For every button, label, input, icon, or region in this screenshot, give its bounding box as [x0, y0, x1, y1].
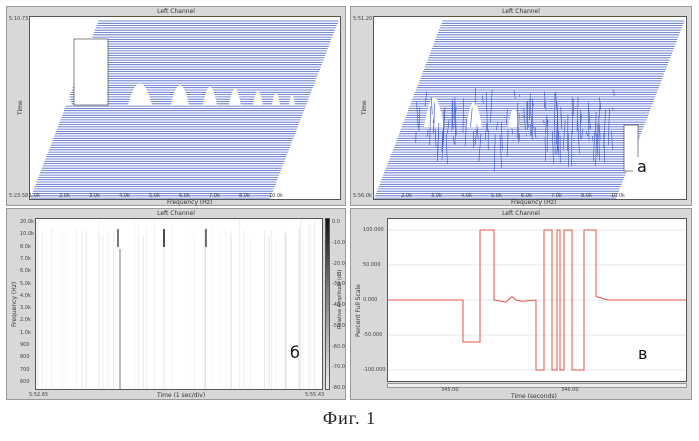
figure-caption: Фиг. 1 [0, 408, 699, 429]
y-tick-label: 800 [20, 354, 30, 360]
x-tick-label: 8.0k [581, 193, 592, 199]
colorbar-tick-label: -70.0 [332, 364, 345, 370]
waterfall-graphic [30, 17, 340, 199]
y-tick-label: 3.0k [20, 305, 31, 311]
x-tick-label: 2.0k [401, 193, 412, 199]
x-axis-label: Frequency (Hz) [167, 199, 212, 206]
colorbar [325, 218, 330, 390]
x-end-tick: 5:55.43 [305, 392, 324, 398]
y-axis-label: Time [361, 100, 368, 115]
x-tick-label: 346.00 [561, 387, 579, 393]
y-top-tick: 5:10.73 [9, 16, 28, 22]
scrollbar[interactable] [387, 383, 687, 388]
x-tick-label: 8.0k [239, 193, 250, 199]
panel-title: Left Channel [351, 210, 691, 217]
y-tick-label: 7.0k [20, 256, 31, 262]
panel-letter-v: в [635, 344, 650, 363]
y-bottom-tick: 5:23.58 [9, 193, 28, 199]
spectrogram-plot [35, 218, 323, 390]
y-axis-label: Percent Full Scale [355, 284, 362, 337]
y-tick-label: 6.0k [20, 268, 31, 274]
x-tick-label: 2.0k [59, 193, 70, 199]
panel-letter-b: б [290, 343, 300, 362]
y-tick-label: 100.000 [363, 227, 384, 233]
panel-letter-a: а [633, 157, 651, 176]
x-tick-label: 3.0k [431, 193, 442, 199]
y-tick-label: 8.0k [20, 244, 31, 250]
x-tick-label: 4.0k [119, 193, 130, 199]
x-axis-label: Frequency (Hz) [511, 199, 556, 206]
y-tick-label: 2.0k [20, 317, 31, 323]
y-top-tick: 5:51.20 [353, 16, 372, 22]
y-tick-label: -50.000 [363, 332, 382, 338]
x-tick-label: 3.0k [89, 193, 100, 199]
colorbar-tick-label: -10.0 [332, 240, 345, 246]
panel-title: Left Channel [7, 210, 345, 217]
panel-bottom-right: Left Channel Percent Full Scale 100.000 5… [350, 208, 692, 400]
plateau-block [74, 39, 108, 105]
x-tick-label: 10.0k [269, 193, 283, 199]
panel-title: Left Channel [351, 8, 691, 15]
y-bottom-tick: 5:56.0k [353, 193, 372, 199]
y-tick-label: 900 [20, 342, 30, 348]
x-tick-label: 5.0k [149, 193, 160, 199]
panel-top-left: Left Channel 5:10.73 5:23.58 Time 1.0k 2.… [6, 6, 346, 206]
y-tick-label: 4.0k [20, 293, 31, 299]
y-axis-label: Time [17, 100, 24, 115]
x-start-tick: 5:52.65 [29, 392, 48, 398]
panel-bottom-left: Left Channel Frequency (Hz) 20.0k 10.0k 8.… [6, 208, 346, 400]
spectral-peak [30, 65, 72, 105]
colorbar-label: Relative Amplitude (dB) [337, 270, 343, 329]
spectrogram-graphic [36, 219, 322, 389]
x-tick-label: 5.0k [491, 193, 502, 199]
y-tick-label: 1.0k [20, 330, 31, 336]
x-tick-label: 10.0k [611, 193, 625, 199]
y-tick-label: 50.000 [363, 262, 381, 268]
y-tick-label: 10.0k [20, 231, 34, 237]
x-axis-label: Time (seconds) [511, 393, 557, 400]
y-tick-label: 600 [20, 379, 30, 385]
colorbar-tick-label: -60.0 [332, 344, 345, 350]
y-tick-label: 0.000 [363, 297, 377, 303]
y-tick-label: 700 [20, 367, 30, 373]
panel-top-right: Left Channel 5:51.20 5:56.0k Time 2.0k 3.… [350, 6, 692, 206]
y-axis-label: Frequency (Hz) [11, 282, 18, 327]
y-tick-label: 20.0k [20, 219, 34, 225]
panel-title: Left Channel [7, 8, 345, 15]
x-axis-label: Time (1 sec/div) [157, 392, 205, 399]
waterfall-plot [29, 16, 341, 200]
x-tick-label: 4.0k [461, 193, 472, 199]
y-tick-label: 5.0k [20, 281, 31, 287]
colorbar-tick-label: -80.0 [332, 385, 345, 391]
x-tick-label: 1.0k [29, 193, 40, 199]
colorbar-tick-label: 0.0 [332, 219, 340, 225]
y-tick-label: -100.000 [363, 367, 385, 373]
colorbar-tick-label: -20.0 [332, 261, 345, 267]
x-tick-label: 345.00 [441, 387, 459, 393]
